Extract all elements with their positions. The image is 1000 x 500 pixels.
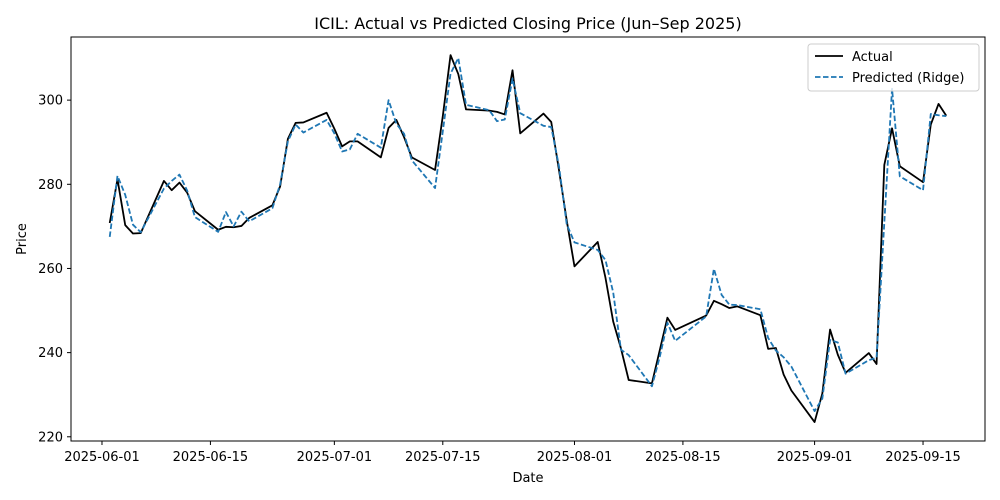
y-tick-label: 280 xyxy=(38,178,63,193)
legend-box xyxy=(807,43,980,92)
y-tick-label: 220 xyxy=(38,430,63,445)
x-tick-label: 2025-06-01 xyxy=(64,450,140,465)
y-axis: 220 240 260 280 300 xyxy=(38,94,71,445)
y-tick-label: 260 xyxy=(38,262,63,277)
x-tick-label: 2025-08-01 xyxy=(537,450,613,465)
x-tick-label: 2025-06-15 xyxy=(173,450,249,465)
chart-title: ICIL: Actual vs Predicted Closing Price … xyxy=(314,14,741,33)
y-axis-title: Price xyxy=(15,223,30,255)
legend: Actual Predicted (Ridge) xyxy=(807,43,980,92)
x-tick-label: 2025-09-15 xyxy=(885,450,961,465)
plot-area-frame xyxy=(70,36,986,442)
series-line-actual xyxy=(108,54,948,423)
legend-label-predicted: Predicted (Ridge) xyxy=(852,71,964,86)
series-group xyxy=(108,54,948,423)
x-axis-title: Date xyxy=(512,471,543,486)
x-tick-label: 2025-07-15 xyxy=(405,450,481,465)
y-tick-label: 240 xyxy=(38,346,63,361)
y-tick-label: 300 xyxy=(38,94,63,109)
series-line-predicted xyxy=(108,57,947,413)
x-axis: 2025-06-01 2025-06-15 2025-07-01 2025-07-15… xyxy=(64,441,961,465)
legend-label-actual: Actual xyxy=(852,50,893,65)
x-tick-label: 2025-07-01 xyxy=(297,450,373,465)
x-tick-label: 2025-08-15 xyxy=(645,450,721,465)
x-tick-label: 2025-09-01 xyxy=(777,450,853,465)
